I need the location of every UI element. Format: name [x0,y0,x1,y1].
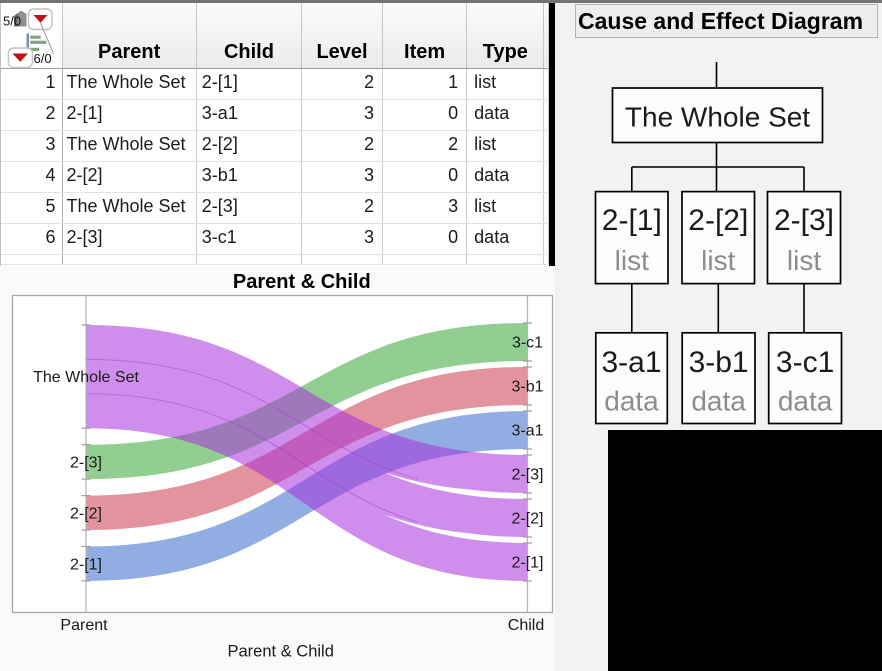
svg-text:2-[1]: 2-[1] [511,555,543,572]
svg-text:2-[3]: 2-[3] [511,467,543,484]
svg-text:3-a1: 3-a1 [601,346,661,379]
svg-text:list: list [701,245,735,276]
svg-text:3-b1: 3-b1 [511,379,543,396]
svg-text:Child: Child [508,617,544,634]
svg-text:2-[2]: 2-[2] [511,511,543,528]
svg-text:3-c1: 3-c1 [512,335,543,352]
svg-text:data: data [691,386,746,417]
svg-text:The Whole Set: The Whole Set [33,369,139,386]
svg-text:data: data [778,386,833,417]
svg-text:2-[3]: 2-[3] [774,204,834,237]
svg-text:list: list [787,245,821,276]
svg-text:Parent & Child: Parent & Child [228,643,334,661]
svg-text:2-[2]: 2-[2] [70,506,102,523]
svg-text:5/0: 5/0 [3,14,21,29]
svg-text:Parent: Parent [60,617,108,634]
svg-text:2-[2]: 2-[2] [688,204,748,237]
svg-text:Parent & Child: Parent & Child [233,271,371,293]
svg-text:2-[3]: 2-[3] [70,455,102,472]
svg-text:list: list [615,245,649,276]
svg-text:data: data [604,386,659,417]
svg-text:3-c1: 3-c1 [776,346,834,379]
svg-text:2-[1]: 2-[1] [70,557,102,574]
svg-text:The Whole Set: The Whole Set [625,102,810,133]
svg-text:3-a1: 3-a1 [511,423,543,440]
svg-text:2-[1]: 2-[1] [602,204,662,237]
svg-text:3-b1: 3-b1 [689,346,749,379]
svg-text:6/0: 6/0 [34,51,52,66]
